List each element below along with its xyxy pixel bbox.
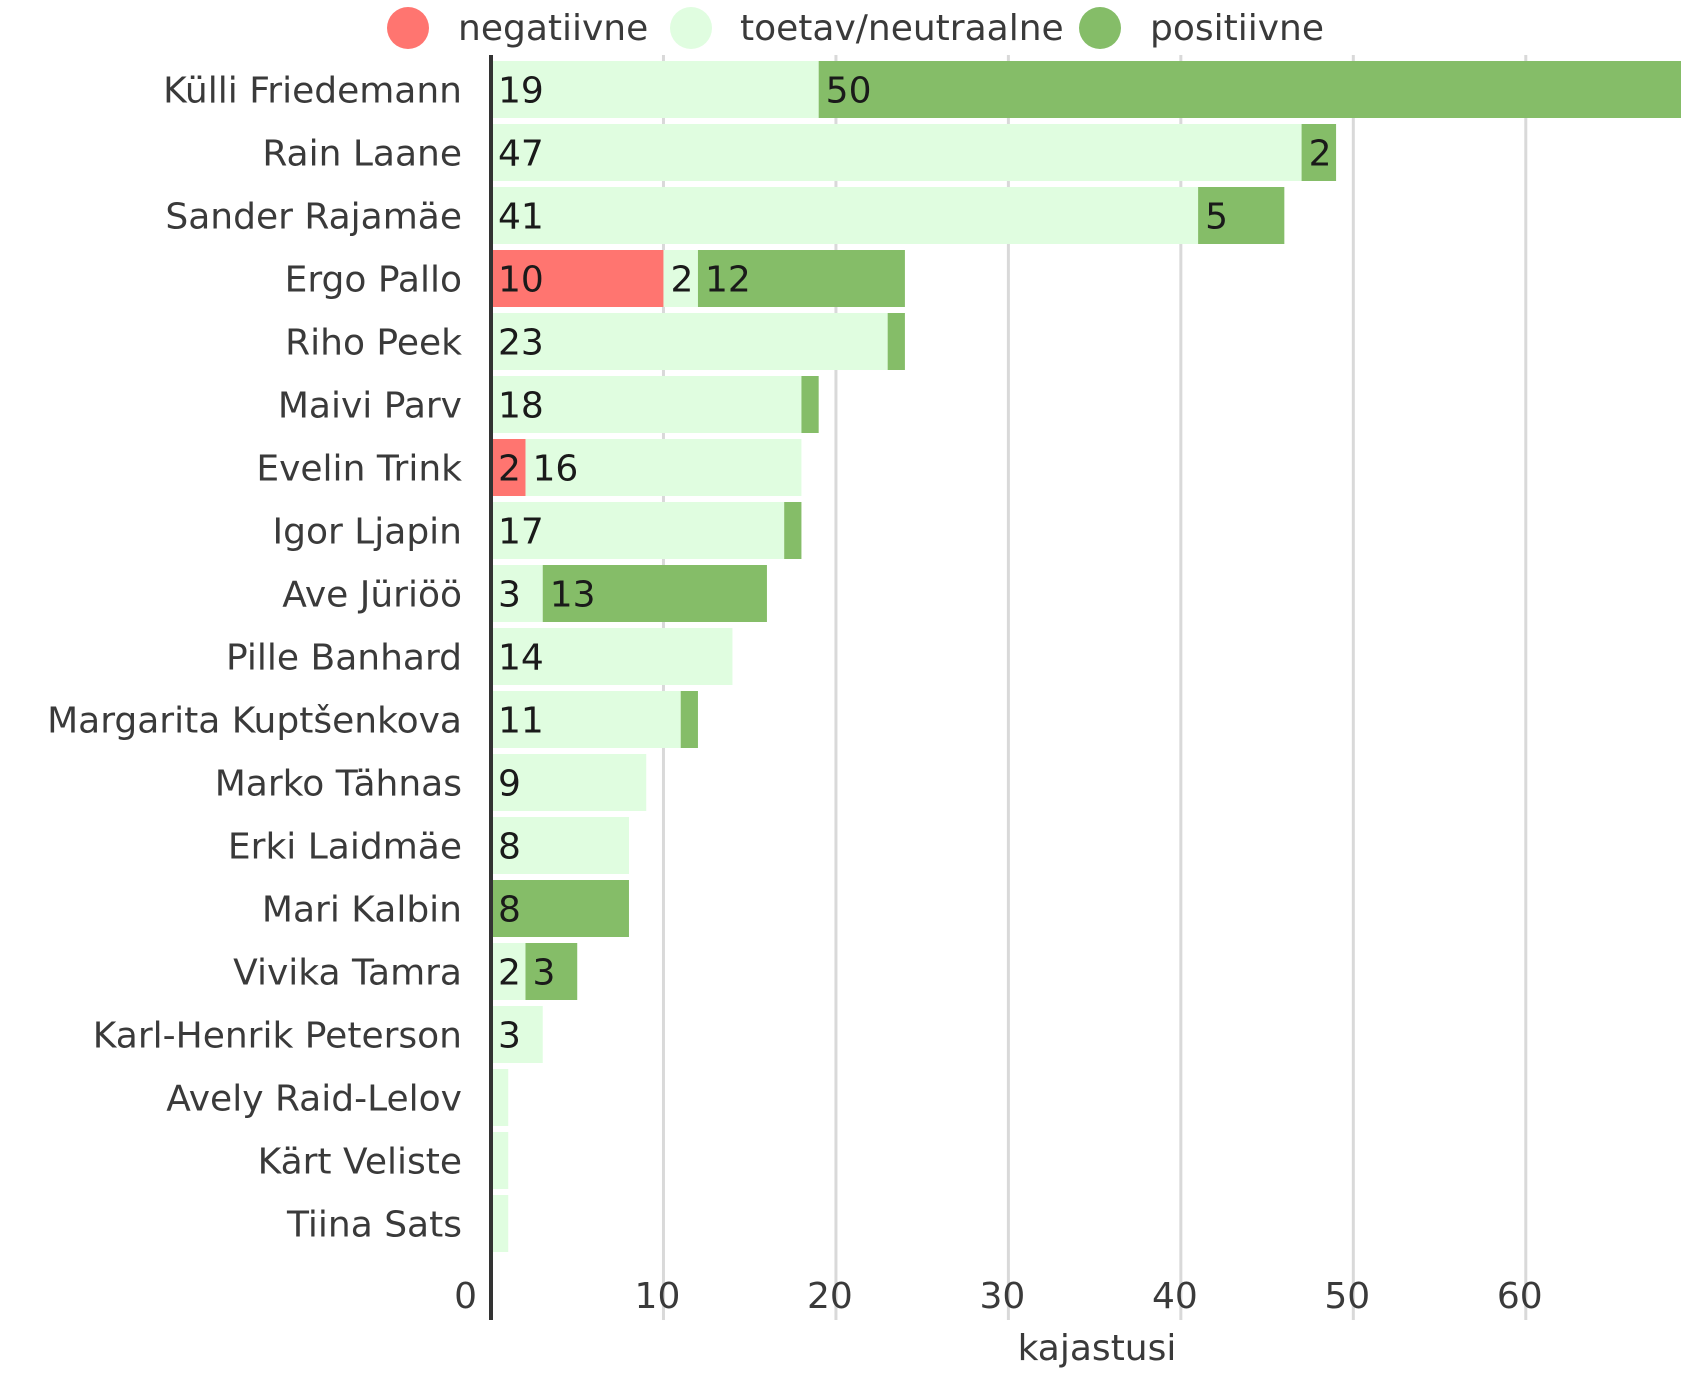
bar-segment-positive (697, 250, 905, 307)
bar-value-label: 2 (670, 260, 693, 301)
category-label: Tiina Sats (286, 1205, 462, 1246)
x-tick-labels: 0 10 20 30 40 50 60 (454, 1276, 1543, 1317)
bar-value-label: 8 (498, 827, 521, 868)
bar-segment-neutral (491, 817, 629, 874)
bar-segment-negative (491, 250, 664, 307)
gridlines (661, 55, 1528, 1320)
bar-value-label: 16 (532, 449, 578, 490)
bar-segment-neutral (491, 1132, 509, 1189)
legend-swatch (387, 7, 429, 49)
category-label: Sander Rajamäe (165, 197, 462, 238)
legend-label: toetav/neutraalne (740, 8, 1064, 49)
bar-segment-positive (818, 61, 1681, 118)
bar-segment-positive (1198, 187, 1285, 244)
bar-value-label: 3 (498, 575, 521, 616)
bar-value-label: 23 (498, 323, 544, 364)
bar-value-label: 9 (498, 764, 521, 805)
bar-segment-positive (525, 943, 578, 1000)
category-label: Vivika Tamra (233, 953, 462, 994)
bar-segment-neutral (491, 943, 526, 1000)
category-label: Külli Friedemann (163, 71, 462, 112)
legend-swatch (1079, 7, 1121, 49)
bar-value-label: 18 (498, 386, 544, 427)
bar-value-label: 14 (498, 638, 544, 679)
category-label: Ergo Pallo (285, 260, 462, 301)
category-labels: Külli Friedemann Rain Laane Sander Rajamäe… (47, 71, 462, 1246)
bar-segment-neutral (491, 187, 1199, 244)
bar-segment-positive (887, 313, 905, 370)
legend: negatiivne toetav/neutraalne positiivne (387, 7, 1324, 49)
bar-segment-neutral (491, 124, 1302, 181)
bar-segment-positive (491, 880, 629, 937)
bar-value-label: 10 (498, 260, 544, 301)
category-label: Marko Tähnas (215, 764, 462, 805)
category-label: Karl-Henrik Peterson (93, 1016, 462, 1057)
bar-value-label: 19 (498, 71, 544, 112)
category-label: Avely Raid-Lelov (166, 1079, 462, 1120)
bar-value-label: 3 (532, 953, 555, 994)
category-label: Erki Laidmäe (228, 827, 462, 868)
bar-value-label: 5 (1205, 197, 1228, 238)
bars (491, 61, 1681, 1252)
bar-segment-neutral (491, 691, 681, 748)
x-axis-title: kajastusi (1018, 1328, 1177, 1369)
bar-segment-positive (801, 376, 819, 433)
x-tick-label: 40 (1152, 1276, 1198, 1317)
x-tick-label: 30 (979, 1276, 1025, 1317)
legend-swatch (670, 7, 712, 49)
category-label: Maivi Parv (278, 386, 462, 427)
x-tick-label: 10 (635, 1276, 681, 1317)
bar-segment-neutral (491, 628, 733, 685)
x-tick-label: 50 (1324, 1276, 1370, 1317)
bar-segment-neutral (491, 754, 647, 811)
bar-value-label: 11 (498, 701, 544, 742)
bar-segment-neutral (491, 376, 802, 433)
bar-value-label: 41 (498, 197, 544, 238)
bar-segment-positive (680, 691, 698, 748)
bar-segment-neutral (491, 313, 888, 370)
category-label: Margarita Kuptšenkova (47, 701, 462, 742)
bar-segment-neutral (491, 1195, 509, 1252)
bar-value-label: 3 (498, 1016, 521, 1057)
bar-segment-neutral (491, 565, 543, 622)
bar-segment-neutral (491, 61, 819, 118)
bar-value-label: 12 (705, 260, 751, 301)
bar-value-label: 2 (498, 449, 521, 490)
bar-segment-neutral (491, 1069, 509, 1126)
category-label: Ave Jüriöö (282, 575, 462, 616)
bar-segment-positive (1301, 124, 1337, 181)
bar-value-label: 2 (498, 953, 521, 994)
category-label: Rain Laane (262, 134, 462, 175)
bar-segment-positive (542, 565, 767, 622)
category-label: Evelin Trink (256, 449, 462, 490)
category-label: Igor Ljapin (272, 512, 462, 553)
bar-value-label: 13 (550, 575, 596, 616)
x-tick-label: 60 (1497, 1276, 1543, 1317)
category-label: Mari Kalbin (262, 890, 462, 931)
legend-label: negatiivne (458, 8, 648, 49)
bar-segment-neutral (663, 250, 698, 307)
legend-label: positiivne (1150, 8, 1324, 49)
category-label: Pille Banhard (226, 638, 462, 679)
x-tick-label: 20 (807, 1276, 853, 1317)
bar-segment-neutral (525, 439, 802, 496)
bar-value-label: 47 (498, 134, 544, 175)
bar-segment-neutral (491, 502, 785, 559)
bar-segment-negative (491, 439, 526, 496)
category-label: Riho Peek (285, 323, 462, 364)
x-tick-label: 0 (454, 1276, 477, 1317)
bar-value-label: 2 (1309, 134, 1332, 175)
bar-value-label: 50 (826, 71, 872, 112)
bar-value-label: 8 (498, 890, 521, 931)
category-label: Kärt Veliste (258, 1142, 462, 1183)
bar-segment-positive (784, 502, 802, 559)
bar-value-label: 17 (498, 512, 544, 553)
bar-segment-neutral (491, 1006, 543, 1063)
